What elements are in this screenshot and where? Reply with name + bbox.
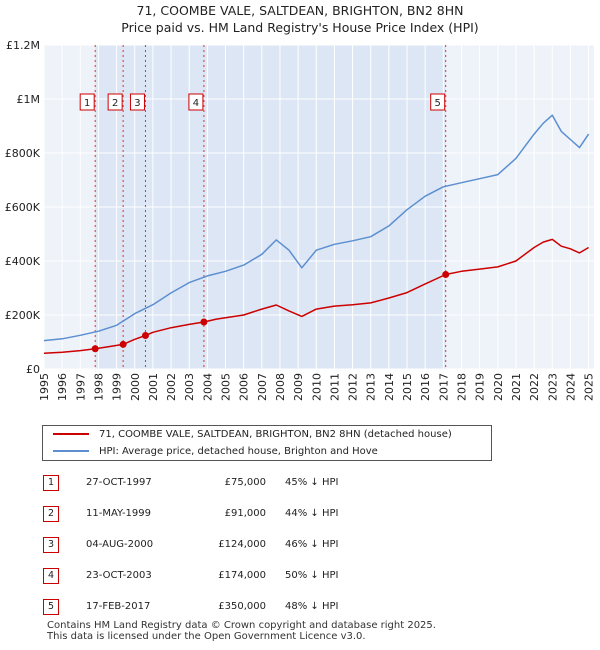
sale-date: 11-MAY-1999 <box>86 508 152 519</box>
x-tick-label: 1996 <box>56 373 69 401</box>
y-tick-label: £1.2M <box>6 39 40 52</box>
sale-price: £124,000 <box>218 539 266 550</box>
sale-date: 27-OCT-1997 <box>86 477 152 488</box>
x-tick-label: 2011 <box>328 373 341 401</box>
y-tick-label: £200K <box>5 309 41 322</box>
x-tick-label: 2012 <box>347 373 360 401</box>
x-tick-label: 2006 <box>238 373 251 401</box>
x-tick-label: 2013 <box>365 373 378 401</box>
chart-title-line2: Price paid vs. HM Land Registry's House … <box>121 20 479 35</box>
x-tick-label: 2004 <box>201 373 214 401</box>
sale-price: £75,000 <box>224 477 266 488</box>
x-tick-label: 2005 <box>220 373 233 401</box>
sale-hpi-diff: 48% ↓ HPI <box>285 601 339 612</box>
sale-number-badge: 3 <box>43 537 59 553</box>
sale-label: 2 <box>112 98 118 109</box>
x-tick-label: 2020 <box>492 373 505 401</box>
x-tick-label: 2002 <box>165 373 178 401</box>
sale-price: £174,000 <box>218 570 266 581</box>
sale-hpi-diff: 45% ↓ HPI <box>285 477 339 488</box>
sale-price: £91,000 <box>224 508 266 519</box>
x-tick-label: 2014 <box>383 373 396 401</box>
sale-point <box>141 332 149 340</box>
y-tick-label: £600K <box>5 201 41 214</box>
sale-date: 17-FEB-2017 <box>86 601 151 612</box>
sale-label: 5 <box>435 98 441 109</box>
sale-point <box>200 318 208 326</box>
sale-label-box <box>188 93 204 111</box>
sale-label-box <box>430 93 446 111</box>
sale-label-box <box>129 93 145 111</box>
footer-copyright: Contains HM Land Registry data © Crown c… <box>47 620 436 631</box>
sale-point <box>91 345 99 353</box>
sale-number-badge: 5 <box>43 599 59 615</box>
table-row: 5 17-FEB-2017 £350,000 48% ↓ HPI <box>0 597 600 617</box>
x-tick-label: 2008 <box>274 373 287 401</box>
y-tick-label: £1M <box>17 93 41 106</box>
price-chart: 1 2 3 4 5 £0 £200K £400K £600K £800K £1M £1.2M 1995 1… <box>5 39 596 401</box>
x-tick-label: 1998 <box>92 373 105 401</box>
y-tick-label: £400K <box>5 255 41 268</box>
table-row: 2 11-MAY-1999 £91,000 44% ↓ HPI <box>0 504 600 524</box>
sale-label: 1 <box>84 98 90 109</box>
sale-date: 23-OCT-2003 <box>86 570 152 581</box>
legend-swatch-property <box>53 433 89 435</box>
x-tick-label: 2024 <box>564 373 577 401</box>
legend: 71, COOMBE VALE, SALTDEAN, BRIGHTON, BN2… <box>42 425 492 461</box>
x-tick-label: 2000 <box>129 373 142 401</box>
sale-label-box <box>107 93 123 111</box>
x-tick-label: 2009 <box>292 373 305 401</box>
table-row: 1 27-OCT-1997 £75,000 45% ↓ HPI <box>0 473 600 493</box>
x-tick-label: 2003 <box>183 373 196 401</box>
sale-point <box>442 271 450 278</box>
table-row: 4 23-OCT-2003 £174,000 50% ↓ HPI <box>0 566 600 586</box>
sale-date: 04-AUG-2000 <box>86 539 154 550</box>
x-tick-label: 1997 <box>74 373 87 401</box>
x-tick-label: 2010 <box>310 373 323 401</box>
series-line-property <box>43 238 589 355</box>
legend-swatch-hpi <box>53 450 89 452</box>
sale-hpi-diff: 50% ↓ HPI <box>285 570 339 581</box>
legend-item-hpi: HPI: Average price, detached house, Brig… <box>53 444 378 460</box>
sale-label-box <box>79 93 95 111</box>
x-tick-label: 2016 <box>419 373 432 401</box>
chart-title: 71, COOMBE VALE, SALTDEAN, BRIGHTON, BN2… <box>0 2 600 36</box>
x-tick-label: 2018 <box>455 373 468 401</box>
chart-title-line1: 71, COOMBE VALE, SALTDEAN, BRIGHTON, BN2… <box>136 3 464 18</box>
sale-number-badge: 2 <box>43 506 59 522</box>
x-tick-label: 2022 <box>528 373 541 401</box>
sale-point <box>119 340 127 348</box>
x-tick-label: 2007 <box>256 373 269 401</box>
legend-label-hpi: HPI: Average price, detached house, Brig… <box>99 446 378 457</box>
sale-number-badge: 1 <box>43 475 59 491</box>
series-line-hpi <box>43 114 590 342</box>
sale-label: 4 <box>193 98 199 109</box>
sale-hpi-diff: 46% ↓ HPI <box>285 539 339 550</box>
sale-number-badge: 4 <box>43 568 59 584</box>
legend-item-property: 71, COOMBE VALE, SALTDEAN, BRIGHTON, BN2… <box>53 427 452 443</box>
x-tick-label: 2025 <box>583 373 596 401</box>
table-row: 3 04-AUG-2000 £124,000 46% ↓ HPI <box>0 535 600 555</box>
x-tick-label: 2017 <box>437 373 450 401</box>
sale-hpi-diff: 44% ↓ HPI <box>285 508 339 519</box>
legend-label-property: 71, COOMBE VALE, SALTDEAN, BRIGHTON, BN2… <box>99 429 452 440</box>
sale-label: 3 <box>134 98 140 109</box>
x-tick-label: 2019 <box>474 373 487 401</box>
x-tick-label: 2015 <box>401 373 414 401</box>
x-tick-label: 2001 <box>147 373 160 401</box>
x-tick-label: 1999 <box>111 373 124 401</box>
y-tick-label: £800K <box>5 147 41 160</box>
footer: Contains HM Land Registry data © Crown c… <box>47 620 436 642</box>
x-tick-label: 2023 <box>546 373 559 401</box>
footer-licence: This data is licensed under the Open Gov… <box>47 631 366 642</box>
sale-price: £350,000 <box>218 601 266 612</box>
y-tick-label: £0 <box>26 363 40 376</box>
x-tick-label: 2021 <box>510 373 523 401</box>
x-tick-label: 1995 <box>38 373 51 401</box>
